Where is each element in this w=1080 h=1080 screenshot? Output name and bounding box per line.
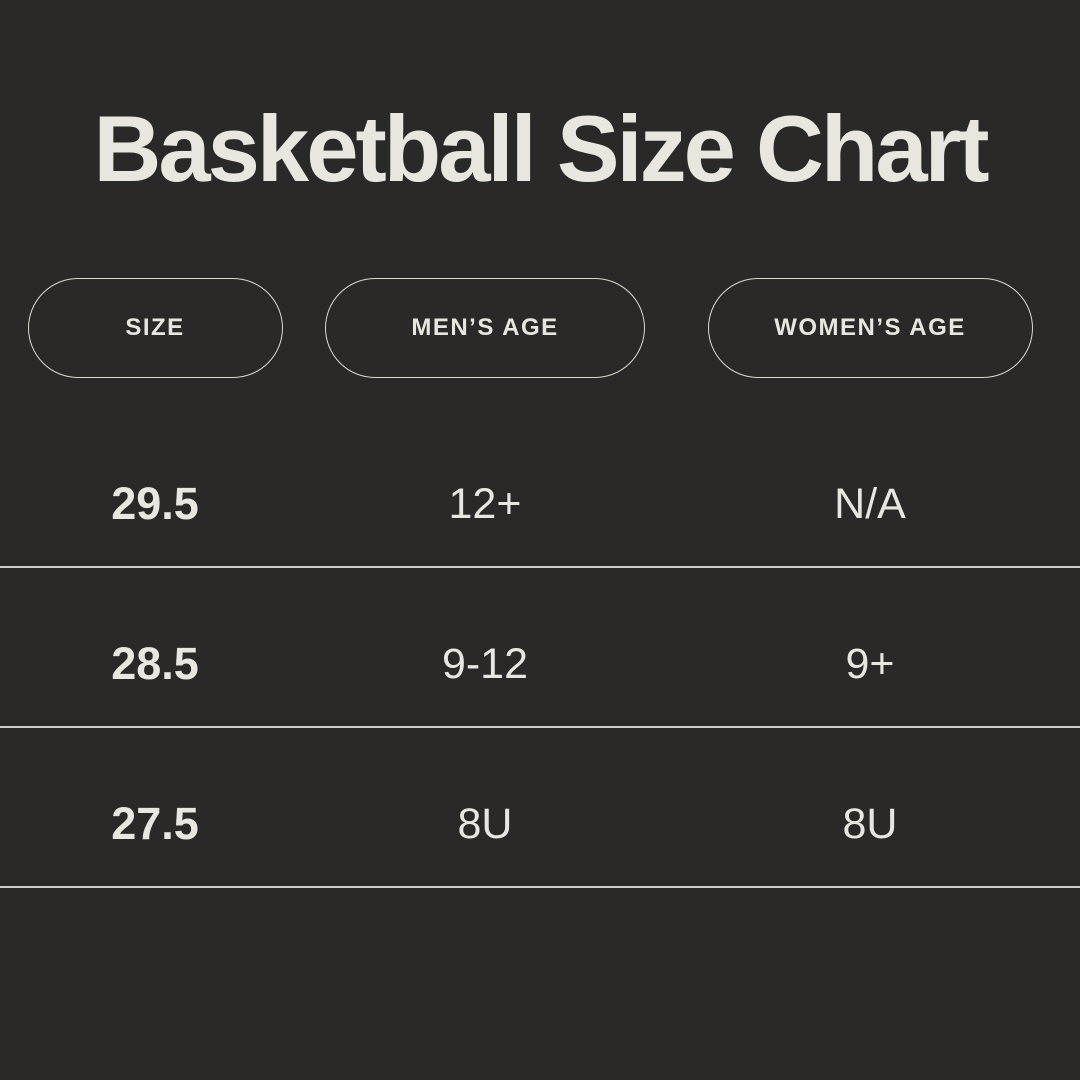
size-value: 28.5	[111, 638, 199, 689]
mens-age-value: 8U	[457, 799, 513, 848]
mens-age-value: 9-12	[441, 639, 529, 688]
womens-age-value: 9+	[845, 639, 895, 688]
womens-age-value: N/A	[834, 479, 906, 528]
mens-age-value: 12+	[448, 479, 522, 528]
table-row: 27.5 8U 8U	[0, 728, 1080, 888]
womens-age-column-label: WOMEN’S AGE	[774, 314, 966, 341]
size-column-label: SIZE	[125, 314, 185, 341]
womens-age-value: 8U	[842, 799, 898, 848]
size-column-pill: SIZE	[27, 278, 283, 378]
header-cell-womens-age: WOMEN’S AGE	[660, 278, 1080, 378]
mens-age-column-label: MEN’S AGE	[411, 314, 559, 341]
page-title: Basketball Size Chart	[93, 96, 989, 201]
size-value: 27.5	[111, 798, 199, 849]
womens-age-column-pill: WOMEN’S AGE	[707, 278, 1033, 378]
table-row: 29.5 12+ N/A	[0, 408, 1080, 568]
table-row: 28.5 9-12 9+	[0, 568, 1080, 728]
column-header-row: SIZE MEN’S AGE WOMEN’S AGE	[0, 278, 1080, 378]
size-table: 29.5 12+ N/A 28.5 9-12 9+ 27.5 8U 8U	[0, 408, 1080, 888]
mens-age-column-pill: MEN’S AGE	[325, 278, 645, 378]
size-value: 29.5	[111, 478, 199, 529]
header-cell-size: SIZE	[0, 278, 310, 378]
header-cell-mens-age: MEN’S AGE	[310, 278, 660, 378]
